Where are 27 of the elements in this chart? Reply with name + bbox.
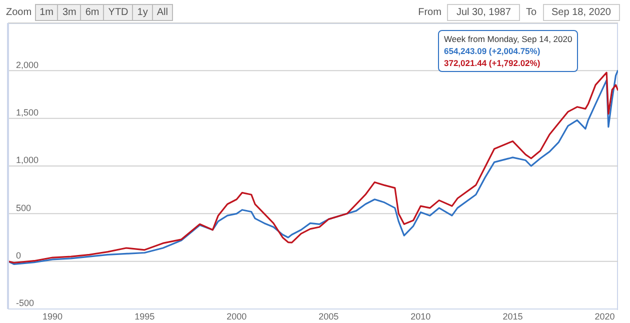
text: 6m: [80, 4, 104, 21]
x-tick-label: 2015: [502, 311, 523, 322]
x-tick-label: 1995: [134, 311, 155, 322]
annotation: 372,021.44 (+1,792.02%): [444, 57, 542, 69]
text: Jul 30, 1987: [447, 4, 520, 21]
text: To: [526, 7, 536, 18]
y-tick-label: 1,000: [16, 155, 39, 166]
text: From: [418, 7, 442, 18]
annotation: 654,243.09 (+2,004.75%): [444, 45, 542, 57]
text: All: [152, 4, 173, 21]
text: Zoom: [6, 7, 32, 18]
x-tick-label: 2020: [594, 311, 615, 322]
x-tick-label: 1990: [42, 311, 63, 322]
text: 1m: [34, 4, 58, 21]
annotation: Week from Monday, Sep 14, 2020: [444, 33, 572, 45]
y-tick-label: -500: [16, 298, 34, 308]
x-tick-label: 2005: [318, 311, 339, 322]
y-tick-label: 0: [16, 250, 22, 261]
x-tick-label: 2010: [410, 311, 431, 322]
y-tick-label: 1,500: [16, 108, 39, 118]
x-tick-label: 2000: [226, 311, 247, 322]
text: Sep 18, 2020: [542, 4, 620, 21]
text: 3m: [57, 4, 82, 21]
text: YTD: [103, 4, 134, 21]
y-tick-label: 2,000: [16, 60, 39, 70]
text: 1y: [132, 4, 153, 21]
y-tick-label: 500: [16, 202, 32, 213]
